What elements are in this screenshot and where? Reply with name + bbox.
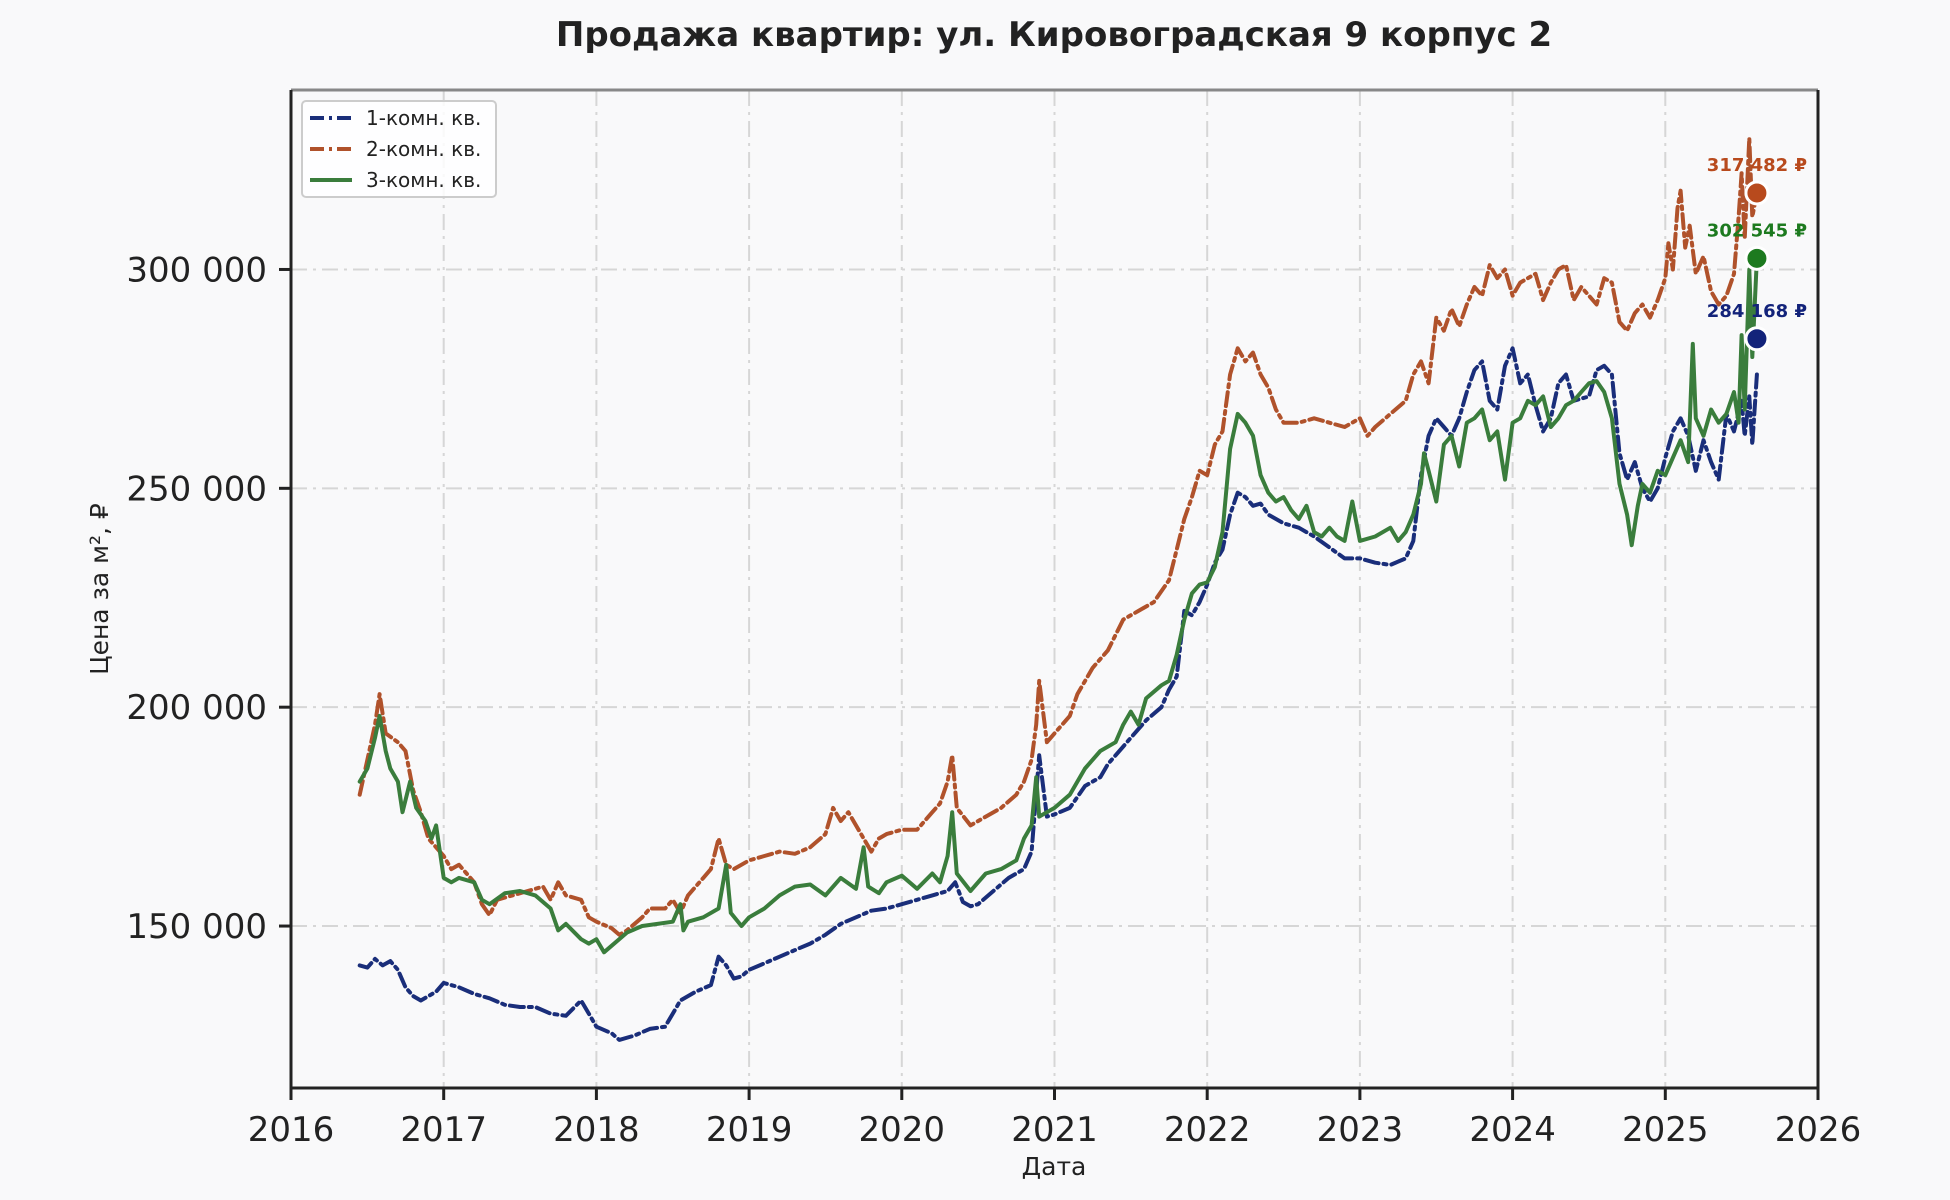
x-tick-label: 2023 <box>1317 1110 1404 1150</box>
legend-box <box>301 100 497 198</box>
legend-label: 1-комн. кв. <box>366 106 481 130</box>
x-tick-label: 2019 <box>706 1110 793 1150</box>
end-marker-dot <box>1744 326 1770 352</box>
x-tick-label: 2022 <box>1164 1110 1251 1150</box>
x-tick-label: 2020 <box>859 1110 946 1150</box>
end-marker-dot <box>1744 180 1770 206</box>
y-tick-label: 250 000 <box>126 469 267 509</box>
series-line-3 <box>357 256 1759 955</box>
legend-label: 3-комн. кв. <box>366 168 481 192</box>
end-marker-dot <box>1744 245 1770 271</box>
end-marker-label: 317 482 ₽ <box>1707 155 1807 176</box>
x-tick-label: 2024 <box>1469 1110 1556 1150</box>
y-tick-label: 200 000 <box>126 688 267 728</box>
axis-ticks: 2016 2017 2018 2019 2020 2021 2022 2023 2024 2025… <box>126 250 1861 1150</box>
x-tick-label: 2017 <box>400 1110 487 1150</box>
legend-label: 2-комн. кв. <box>366 137 481 161</box>
end-marker-label: 302 545 ₽ <box>1707 220 1807 241</box>
x-tick-label: 2025 <box>1622 1110 1709 1150</box>
x-tick-label: 2026 <box>1775 1110 1862 1150</box>
end-marker-label: 284 168 ₽ <box>1707 301 1807 322</box>
series-line-1 <box>357 346 1759 1042</box>
x-axis-label: Дата <box>1022 1152 1087 1181</box>
y-axis-label: Цена за м², ₽ <box>85 503 114 675</box>
y-tick-label: 150 000 <box>126 907 267 947</box>
x-tick-label: 2016 <box>248 1110 335 1150</box>
end-markers: 317 482 ₽ 302 545 ₽ 284 168 ₽ <box>1707 155 1807 352</box>
x-tick-label: 2021 <box>1011 1110 1098 1150</box>
x-tick-label: 2018 <box>553 1110 640 1150</box>
chart-title: Продажа квартир: ул. Кировоградская 9 ко… <box>556 15 1552 55</box>
series-line-2 <box>357 136 1759 937</box>
y-tick-label: 300 000 <box>126 250 267 290</box>
legend: 1-комн. кв. 2-комн. кв. 3-комн. кв. <box>301 100 497 198</box>
series-lines <box>357 136 1759 1042</box>
axes-frame <box>289 88 1820 1090</box>
